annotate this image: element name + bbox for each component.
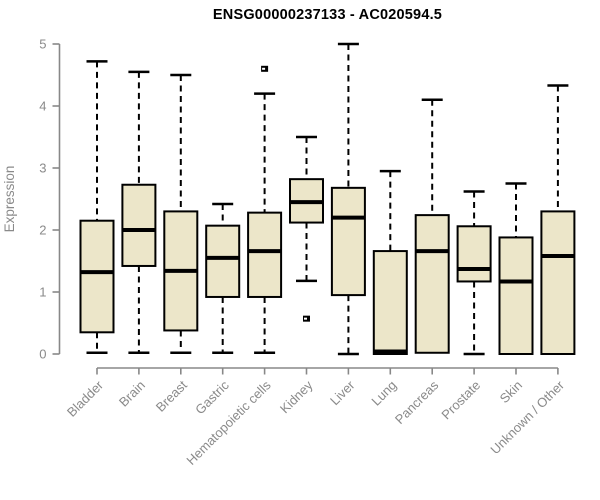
x-category-label-breast: Breast bbox=[153, 377, 190, 414]
box-prostate bbox=[456, 225, 492, 283]
y-tick-label: 0 bbox=[39, 347, 46, 362]
y-tick-label: 2 bbox=[39, 223, 46, 238]
y-tick-label: 3 bbox=[39, 161, 46, 176]
box-unknown-other bbox=[540, 210, 576, 355]
y-tick-label: 4 bbox=[39, 99, 46, 114]
x-category-label-unknown-other: Unknown / Other bbox=[487, 377, 567, 457]
box-gastric bbox=[205, 224, 241, 298]
x-category-label-pancreas: Pancreas bbox=[392, 377, 442, 427]
x-category-label-lung: Lung bbox=[368, 378, 399, 409]
box-lung bbox=[372, 250, 408, 355]
outlier-point-notch-kidney bbox=[304, 317, 307, 320]
x-category-label-prostate: Prostate bbox=[438, 378, 483, 423]
box-bladder bbox=[79, 219, 115, 334]
outlier-point-notch-hematopoietic-cells bbox=[262, 67, 266, 70]
x-category-label-bladder: Bladder bbox=[64, 377, 107, 420]
box-pancreas bbox=[414, 214, 450, 354]
x-category-label-brain: Brain bbox=[116, 378, 148, 410]
y-axis-title: Expression bbox=[2, 166, 17, 233]
box-liver bbox=[330, 186, 366, 297]
box-hematopoietic-cells bbox=[247, 211, 283, 298]
y-tick-label: 1 bbox=[39, 285, 46, 300]
chart-title: ENSG00000237133 - AC020594.5 bbox=[212, 7, 443, 23]
x-category-label-kidney: Kidney bbox=[277, 377, 316, 416]
x-category-label-skin: Skin bbox=[497, 378, 525, 406]
box-brain bbox=[121, 183, 157, 267]
x-category-label-liver: Liver bbox=[327, 377, 358, 408]
box-skin bbox=[498, 236, 534, 355]
y-tick-label: 5 bbox=[39, 37, 46, 52]
x-category-label-gastric: Gastric bbox=[192, 377, 232, 417]
